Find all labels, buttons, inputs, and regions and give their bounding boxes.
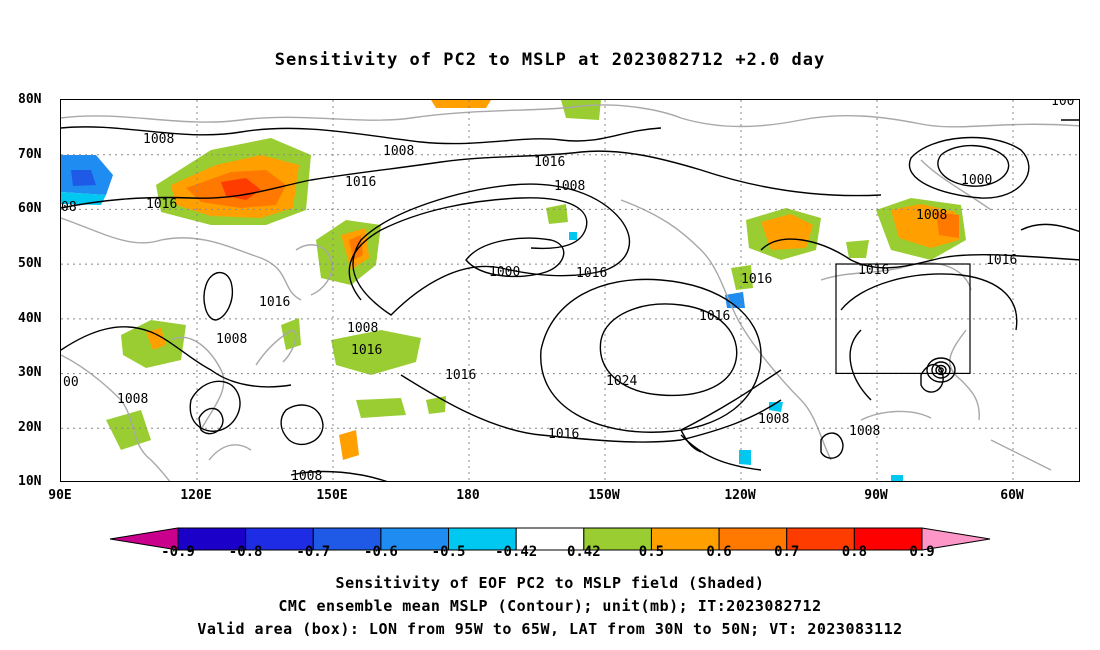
colorbar-tick-label: -0.6 [364, 544, 398, 560]
shade-pacific-orange [339, 430, 359, 460]
contour-label: 1016 [146, 197, 177, 212]
shade-arctic-green [561, 100, 601, 120]
colorbar-tick-label: -0.42 [495, 544, 538, 560]
lon-label-120w: 120W [724, 488, 756, 503]
lon-label-120e: 120E [180, 488, 212, 503]
lon-label-150e: 150E [316, 488, 348, 503]
map-title: Sensitivity of PC2 to MSLP at 2023082712… [274, 50, 826, 70]
lon-label-180: 180 [456, 488, 480, 503]
contour-label: 1024 [606, 374, 637, 389]
colorbar-tick-label: -0.7 [296, 544, 331, 560]
lat-label-70n: 70N [18, 147, 42, 162]
lat-label-40n: 40N [18, 311, 42, 326]
caption-line-3: Valid area (box): LON from 95W to 65W, L… [197, 620, 903, 638]
contour-label: 1016 [741, 272, 772, 287]
shade-west-asia-dblue [71, 170, 96, 186]
colorbar-tick-label: 0.7 [774, 544, 800, 560]
lon-label-90e: 90E [48, 488, 72, 503]
contour-label: 1016 [858, 263, 889, 278]
shade-scs-green [106, 410, 151, 450]
shade-japan-green [281, 318, 301, 350]
contour-label: 1008 [117, 392, 148, 407]
lat-label-20n: 20N [18, 420, 42, 435]
lat-label-80n: 80N [18, 92, 42, 107]
shade-arctic-orange [431, 100, 491, 108]
contour-label: 1000 [489, 265, 520, 280]
coastlines [61, 104, 1079, 481]
contour-label: 1016 [576, 266, 607, 281]
shade-ocean-green-1 [426, 396, 446, 414]
contour-label: 08 [61, 200, 77, 215]
shade-greenland-dorange [936, 212, 959, 238]
contour-label: 1016 [548, 427, 579, 442]
contour-label: 1008 [347, 321, 378, 336]
contour-label: 1016 [259, 295, 290, 310]
lat-label-30n: 30N [18, 365, 42, 380]
caption-line-1: Sensitivity of EOF PC2 to MSLP field (Sh… [335, 574, 765, 592]
shade-canada-green-3 [731, 265, 753, 290]
contour-label: 1008 [554, 179, 585, 194]
shade-pacific-green-2 [356, 398, 406, 418]
shade-canada-green-2 [846, 240, 869, 258]
contour-label: 1016 [345, 175, 376, 190]
contour-label: 1008 [291, 469, 322, 482]
contour-label: 1016 [986, 253, 1017, 268]
valid-area-box [835, 263, 971, 375]
graticule [61, 100, 1079, 481]
lat-label-50n: 50N [18, 256, 42, 271]
map-canvas: 1008 1008 1016 1016 1008 1000 1008 1016 … [61, 100, 1079, 482]
shade-mexico-cyan [769, 402, 783, 412]
contour-label: 1016 [534, 155, 565, 170]
lon-label-150w: 150W [588, 488, 620, 503]
colorbar-tick-label: -0.5 [431, 544, 466, 560]
shade-gulf-cyan [739, 450, 751, 465]
contour-label: 1016 [445, 368, 476, 383]
contour-label: 1016 [699, 309, 730, 324]
colorbar-tick-label: 0.8 [841, 544, 868, 560]
lon-label-90w: 90W [864, 488, 888, 503]
contour-label: 1000 [961, 173, 992, 188]
mslp-contours [61, 119, 1079, 481]
shade-atl-cyan [891, 475, 903, 481]
caption-line-2: CMC ensemble mean MSLP (Contour); unit(m… [278, 597, 822, 615]
map-panel: 1008 1008 1016 1016 1008 1000 1008 1016 … [60, 99, 1080, 482]
contour-label: 1008 [383, 144, 414, 159]
low-pressure-rings [926, 357, 956, 383]
colorbar-tick-label: 0.9 [909, 544, 935, 560]
colorbar-tick-label: 0.5 [638, 544, 665, 560]
colorbar-tick-label: 0.42 [566, 544, 601, 560]
colorbar-tick-label: -0.8 [228, 544, 263, 560]
contour-label: 1008 [143, 132, 174, 147]
contour-label: 1008 [849, 424, 880, 439]
contour-labels: 1008 1008 1016 1016 1008 1000 1008 1016 … [61, 100, 1074, 482]
shade-pacific-green-1 [331, 330, 421, 375]
colorbar-tick-label: -0.9 [161, 544, 195, 560]
shade-ocean-green-2 [546, 204, 568, 224]
contour-label: 1008 [758, 412, 789, 427]
lon-label-60w: 60W [1000, 488, 1024, 503]
contour-label: 1008 [216, 332, 247, 347]
shade-siberia-red [221, 178, 261, 200]
contour-label: 1016 [351, 343, 382, 358]
lat-label-10n: 10N [18, 474, 42, 489]
contour-label: 00 [63, 375, 79, 390]
colorbar-arrow-high [921, 527, 991, 551]
contour-label: 1008 [916, 208, 947, 223]
shade-china-orange [146, 328, 166, 350]
lat-label-60n: 60N [18, 201, 42, 216]
shade-alaska-cyan [569, 232, 577, 240]
colorbar-tick-label: 0.6 [706, 544, 732, 560]
colorbar [109, 527, 991, 551]
contour-label: 100 [1051, 100, 1074, 109]
